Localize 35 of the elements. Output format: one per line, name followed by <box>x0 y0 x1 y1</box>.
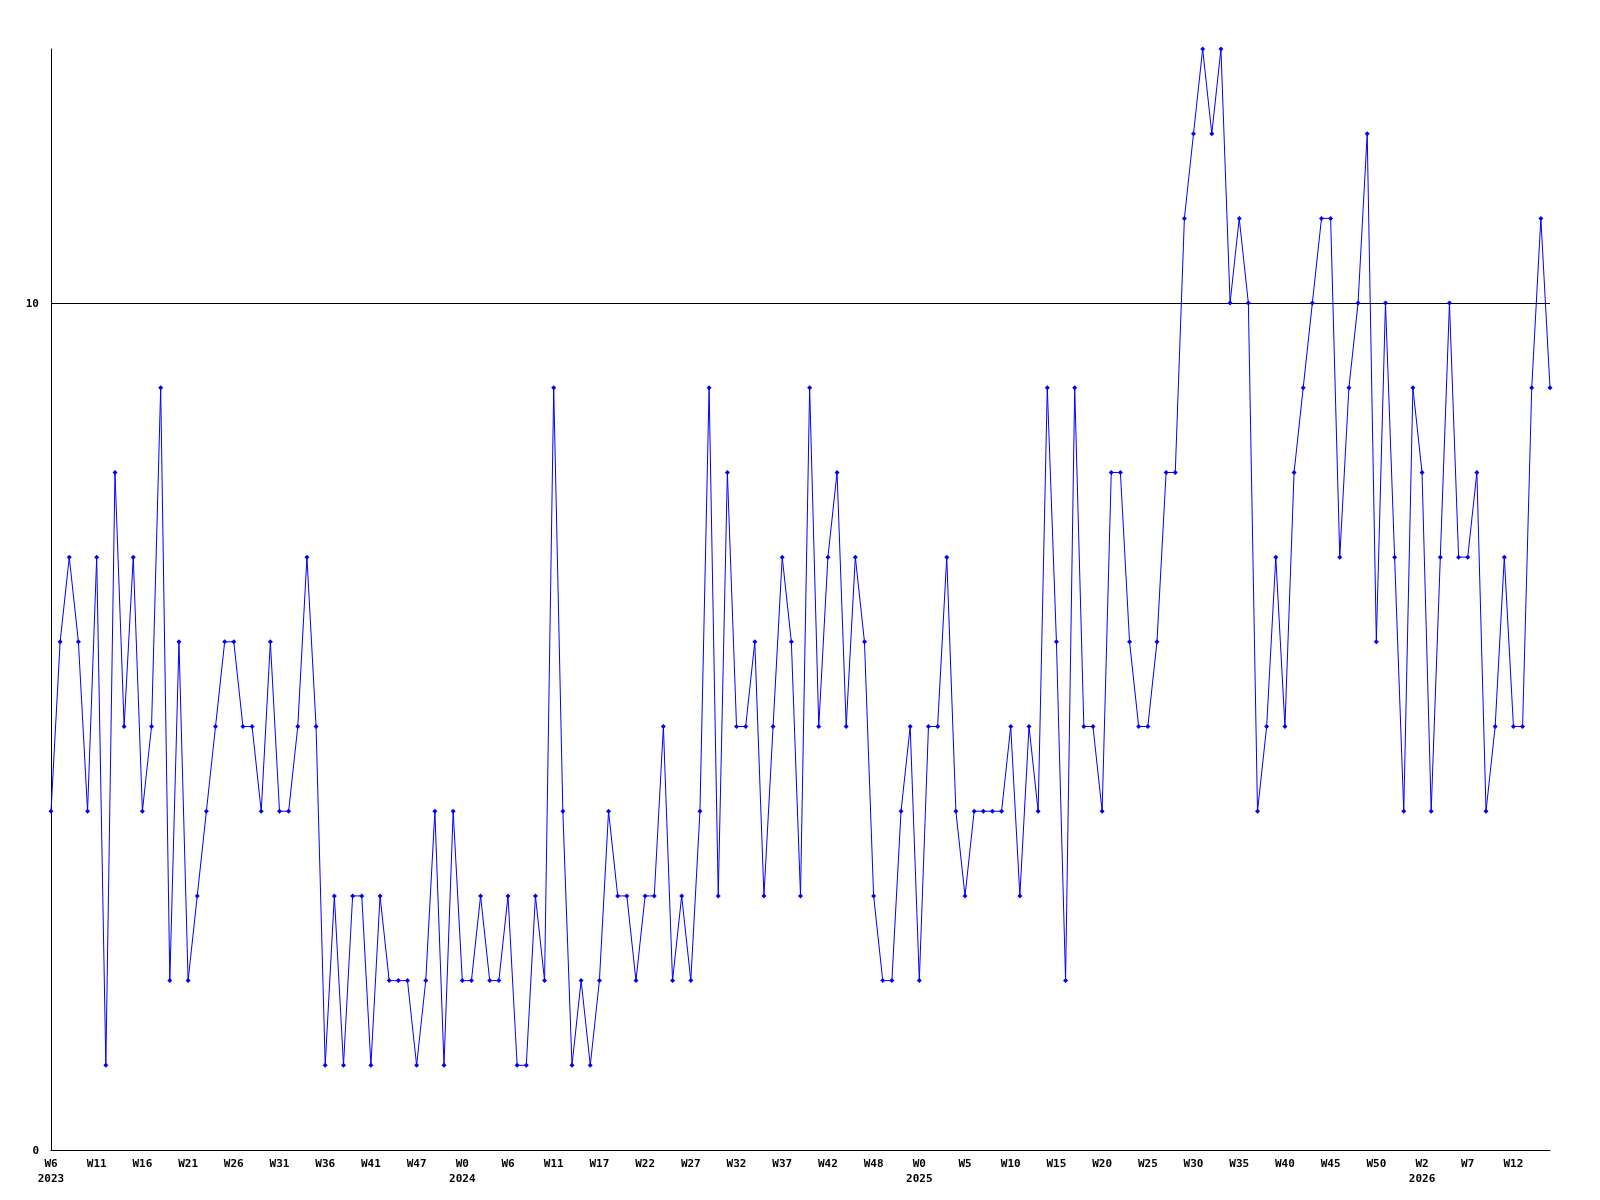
x-tick-label: W0 2024 <box>449 1157 476 1185</box>
x-tick-label: W36 <box>315 1157 336 1170</box>
x-tick-label: W2 2026 <box>1408 1157 1436 1185</box>
x-tick-label: W21 <box>178 1157 199 1170</box>
x-tick-label: W47 <box>406 1157 427 1170</box>
x-tick-label: W30 <box>1183 1157 1204 1170</box>
x-tick-label: W40 <box>1275 1157 1295 1170</box>
x-tick-label: W25 <box>1137 1157 1158 1170</box>
x-tick-label: W10 <box>1000 1157 1021 1170</box>
x-tick-label: W41 <box>360 1157 382 1170</box>
x-tick-label: W37 <box>772 1157 793 1170</box>
x-tick-label: W35 <box>1229 1157 1250 1170</box>
x-tick-label: W26 <box>223 1157 245 1170</box>
x-tick-label: W17 <box>589 1157 610 1170</box>
x-tick-label: W11 <box>86 1157 108 1170</box>
x-tick-label: W11 <box>543 1157 565 1170</box>
x-tick-label: W6 2023 <box>37 1157 65 1185</box>
x-tick-label: W50 <box>1366 1157 1387 1170</box>
x-tick-label: W27 <box>680 1157 701 1170</box>
y-tick-label: 10 <box>25 296 39 310</box>
x-tick-label: W22 <box>635 1157 656 1170</box>
x-tick-label: W32 <box>726 1157 747 1170</box>
x-tick-label: W6 <box>501 1157 516 1170</box>
x-tick-label: W7 <box>1461 1157 1475 1170</box>
x-tick-label: W48 <box>863 1157 884 1170</box>
x-tick-label: W16 <box>132 1157 153 1170</box>
x-tick-label: W42 <box>817 1157 838 1170</box>
x-tick-label: W45 <box>1320 1157 1341 1170</box>
y-tick-label: 0 <box>32 1143 39 1157</box>
x-tick-label: W20 <box>1092 1157 1113 1170</box>
x-tick-label: W0 2025 <box>906 1157 933 1185</box>
x-tick-label: W31 <box>269 1157 290 1170</box>
x-tick-label: W15 <box>1046 1157 1067 1170</box>
x-tick-label: W5 <box>958 1157 972 1170</box>
x-tick-label: W12 <box>1503 1157 1524 1170</box>
